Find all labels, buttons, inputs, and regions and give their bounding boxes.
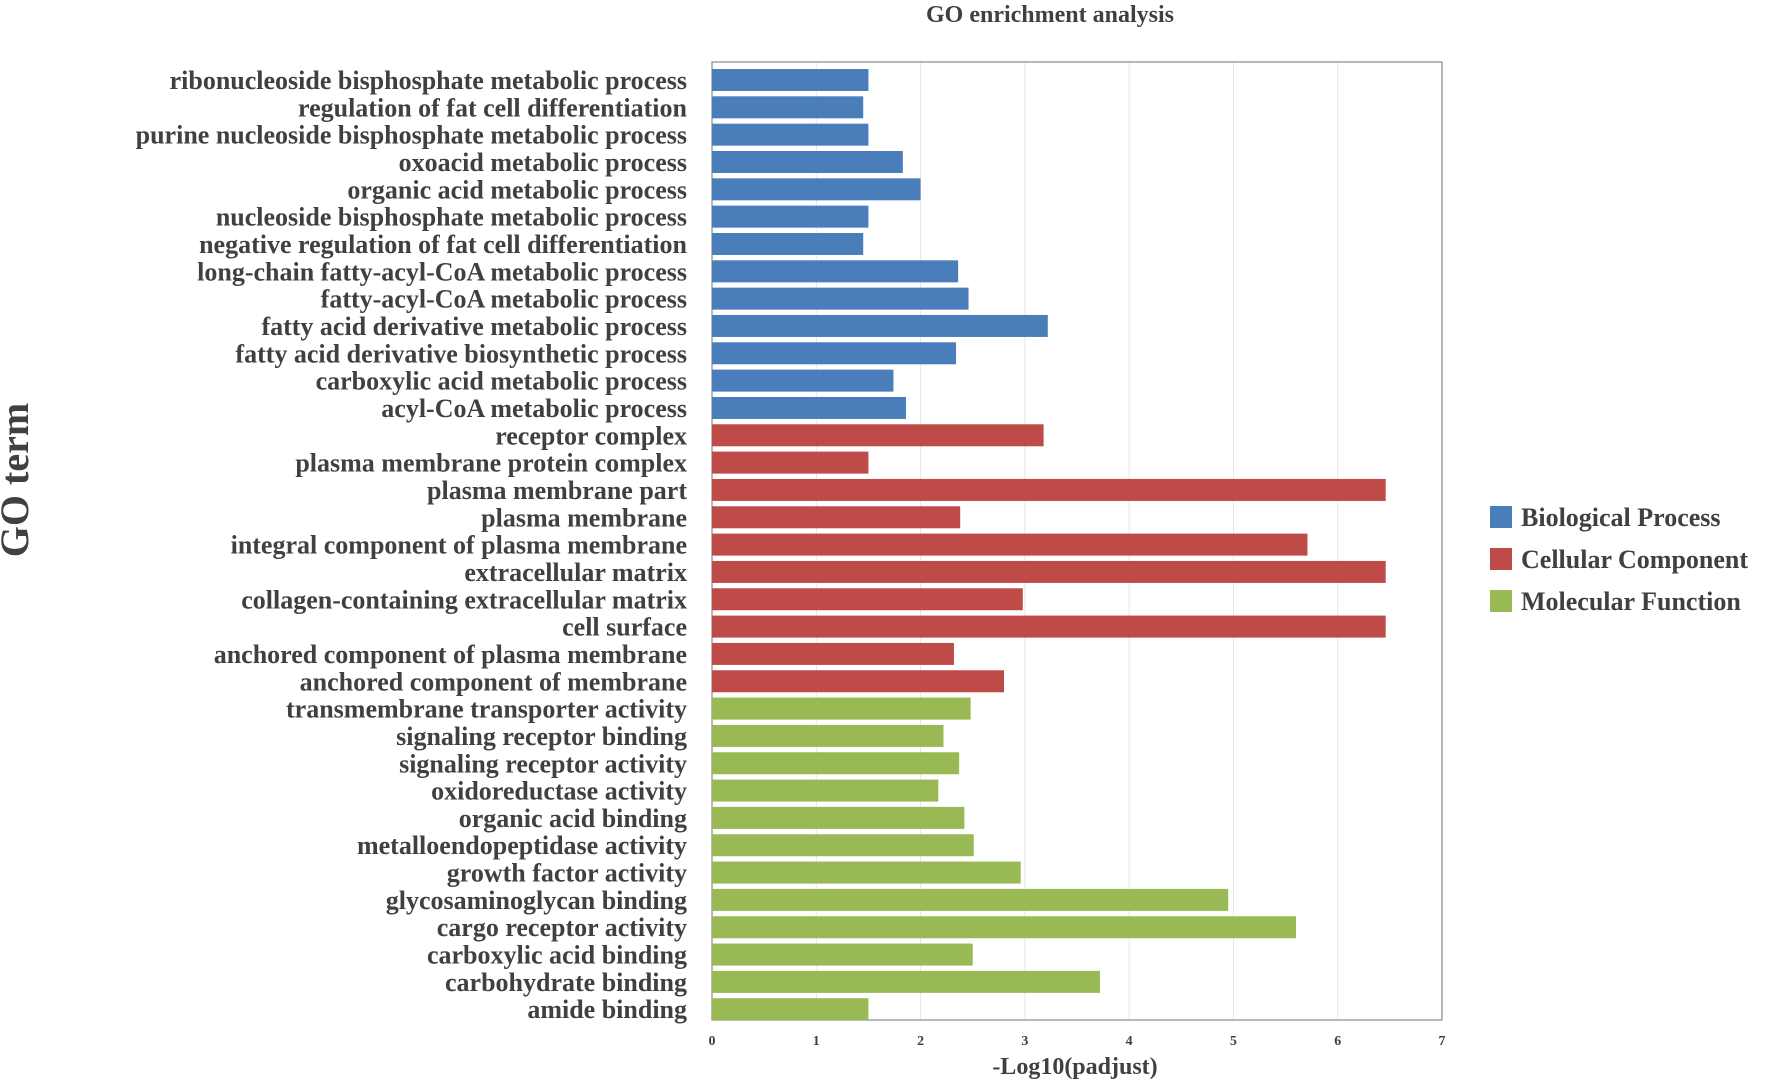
bar-22	[712, 670, 1004, 693]
bar-0	[712, 69, 869, 91]
category-label-3: oxoacid metabolic process	[399, 148, 687, 177]
bar-25	[712, 752, 960, 775]
category-label-0: ribonucleoside bisphosphate metabolic pr…	[170, 66, 687, 95]
category-label-2: purine nucleoside bisphosphate metabolic…	[136, 121, 687, 150]
bar-14	[712, 451, 869, 474]
category-label-29: growth factor activity	[447, 859, 687, 888]
bar-23	[712, 697, 971, 720]
bar-16	[712, 506, 961, 529]
bars	[712, 69, 1386, 1021]
bar-32	[712, 943, 973, 966]
category-label-14: plasma membrane protein complex	[295, 449, 687, 478]
category-label-6: negative regulation of fat cell differen…	[199, 230, 687, 259]
legend: Biological Process Cellular Component Mole…	[1490, 503, 1748, 616]
x-tick-4: 4	[1126, 1034, 1133, 1049]
bar-17	[712, 533, 1308, 556]
category-label-24: signaling receptor binding	[396, 722, 687, 751]
bar-5	[712, 205, 869, 228]
category-label-12: acyl-CoA metabolic process	[381, 394, 687, 423]
category-label-18: extracellular matrix	[464, 558, 687, 587]
bar-11	[712, 369, 894, 392]
category-label-15: plasma membrane part	[427, 476, 687, 505]
bar-27	[712, 806, 965, 829]
bar-8	[712, 287, 969, 310]
category-label-32: carboxylic acid binding	[427, 941, 687, 970]
bar-28	[712, 834, 974, 857]
bar-29	[712, 861, 1021, 884]
category-label-34: amide binding	[527, 995, 687, 1024]
bar-6	[712, 232, 864, 255]
x-tick-labels: 0 1 2 3 4 5 6 7	[709, 1034, 1446, 1049]
category-label-13: receptor complex	[495, 421, 687, 450]
bar-33	[712, 970, 1100, 993]
category-label-10: fatty acid derivative biosynthetic proce…	[235, 339, 687, 368]
category-label-7: long-chain fatty-acyl-CoA metabolic proc…	[197, 257, 687, 286]
legend-label-0: Biological Process	[1521, 503, 1721, 532]
category-label-8: fatty-acyl-CoA metabolic process	[321, 285, 687, 314]
category-label-25: signaling receptor activity	[399, 749, 687, 778]
legend-swatch-2	[1490, 590, 1512, 612]
y-axis-title: GO term	[0, 403, 37, 557]
category-label-5: nucleoside bisphosphate metabolic proces…	[216, 203, 687, 232]
category-label-11: carboxylic acid metabolic process	[316, 367, 687, 396]
category-label-22: anchored component of membrane	[300, 667, 687, 696]
bar-34	[712, 998, 869, 1021]
category-label-23: transmembrane transporter activity	[286, 695, 687, 724]
bar-19	[712, 588, 1023, 611]
bar-9	[712, 314, 1048, 337]
category-label-1: regulation of fat cell differentiation	[298, 93, 688, 122]
category-label-20: cell surface	[562, 613, 687, 642]
category-label-16: plasma membrane	[481, 503, 687, 532]
chart-title: GO enrichment analysis	[926, 2, 1174, 28]
x-tick-7: 7	[1439, 1034, 1446, 1049]
legend-swatch-0	[1490, 506, 1512, 528]
category-label-9: fatty acid derivative metabolic process	[261, 312, 687, 341]
bar-10	[712, 342, 957, 365]
legend-label-1: Cellular Component	[1521, 545, 1748, 574]
bar-20	[712, 615, 1386, 638]
category-label-28: metalloendopeptidase activity	[357, 831, 687, 860]
x-tick-0: 0	[709, 1034, 716, 1049]
bar-31	[712, 916, 1296, 939]
category-label-26: oxidoreductase activity	[431, 777, 687, 806]
x-tick-1: 1	[813, 1034, 820, 1049]
category-label-19: collagen-containing extracellular matrix	[241, 585, 687, 614]
category-label-27: organic acid binding	[459, 804, 687, 833]
category-label-30: glycosaminoglycan binding	[386, 886, 687, 915]
category-label-17: integral component of plasma membrane	[231, 531, 687, 560]
bar-2	[712, 123, 869, 146]
category-label-4: organic acid metabolic process	[347, 175, 687, 204]
bar-15	[712, 478, 1386, 501]
bar-21	[712, 642, 954, 665]
bar-4	[712, 178, 921, 201]
category-label-33: carbohydrate binding	[445, 968, 687, 997]
x-axis-title: -Log10(padjust)	[992, 1054, 1157, 1080]
bar-30	[712, 888, 1229, 911]
bar-24	[712, 724, 944, 747]
bar-7	[712, 260, 959, 283]
bar-26	[712, 779, 939, 802]
bar-1	[712, 96, 864, 119]
x-tick-2: 2	[917, 1034, 924, 1049]
category-label-21: anchored component of plasma membrane	[214, 640, 687, 669]
category-label-31: cargo receptor activity	[437, 913, 687, 942]
bar-3	[712, 150, 903, 173]
bar-18	[712, 560, 1386, 583]
legend-swatch-1	[1490, 548, 1512, 570]
legend-label-2: Molecular Function	[1521, 587, 1741, 616]
x-tick-5: 5	[1230, 1034, 1237, 1049]
x-tick-6: 6	[1334, 1034, 1341, 1049]
bar-12	[712, 396, 906, 419]
bar-13	[712, 424, 1044, 447]
category-labels: ribonucleoside bisphosphate metabolic pr…	[136, 66, 688, 1024]
x-tick-3: 3	[1021, 1034, 1028, 1049]
